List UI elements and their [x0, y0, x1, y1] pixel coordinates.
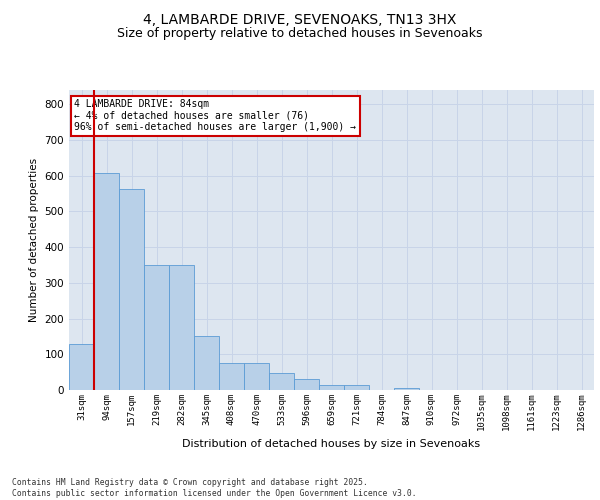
Bar [219, 363, 244, 390]
Bar [344, 386, 369, 390]
Bar [394, 388, 419, 390]
Bar [119, 189, 144, 390]
Bar [269, 373, 294, 390]
Bar [69, 344, 94, 390]
Text: Size of property relative to detached houses in Sevenoaks: Size of property relative to detached ho… [117, 28, 483, 40]
Bar [194, 336, 219, 390]
X-axis label: Distribution of detached houses by size in Sevenoaks: Distribution of detached houses by size … [182, 438, 481, 448]
Y-axis label: Number of detached properties: Number of detached properties [29, 158, 39, 322]
Bar [144, 265, 169, 390]
Bar [94, 173, 119, 390]
Bar [244, 363, 269, 390]
Bar [169, 265, 194, 390]
Text: 4 LAMBARDE DRIVE: 84sqm
← 4% of detached houses are smaller (76)
96% of semi-det: 4 LAMBARDE DRIVE: 84sqm ← 4% of detached… [74, 99, 356, 132]
Bar [319, 385, 344, 390]
Text: Contains HM Land Registry data © Crown copyright and database right 2025.
Contai: Contains HM Land Registry data © Crown c… [12, 478, 416, 498]
Bar [294, 380, 319, 390]
Text: 4, LAMBARDE DRIVE, SEVENOAKS, TN13 3HX: 4, LAMBARDE DRIVE, SEVENOAKS, TN13 3HX [143, 12, 457, 26]
